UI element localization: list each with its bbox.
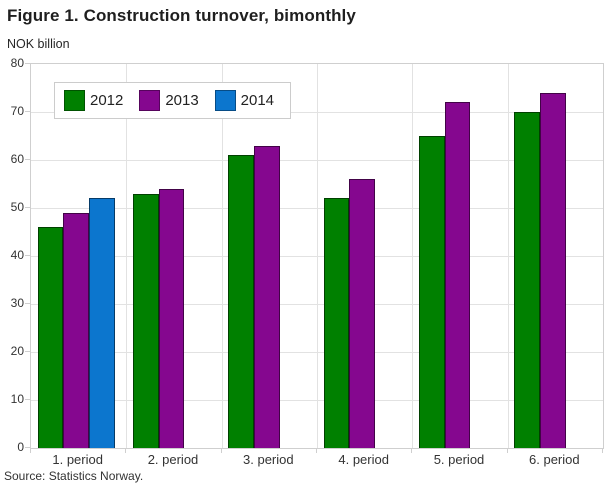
bars-layer [31,64,603,448]
x-tick-label-2: 2. period [147,452,199,467]
y-tick-mark-0 [25,447,31,448]
bar-2014-period-1 [89,198,115,448]
x-tick-mark-1 [125,448,127,453]
legend-label-2014: 2014 [240,92,275,109]
legend: 2012 2013 2014 [54,82,291,119]
y-tick-mark-30 [25,303,31,304]
gridline-x-4 [412,64,414,448]
y-axis-unit-label: NOK billion [7,37,70,51]
x-tick-label-4: 4. period [338,452,389,467]
y-tick-mark-20 [25,351,31,352]
legend-item-2012[interactable]: 2012 [64,90,139,111]
x-tick-label-6: 6. period [529,452,580,467]
bar-2012-period-4 [323,198,350,448]
bar-2012-period-5 [419,136,445,448]
y-tick-mark-60 [25,159,31,160]
gridline-x-3 [317,64,318,448]
y-tick-label-10: 10 [10,392,24,406]
legend-swatch-2012 [64,90,85,111]
legend-swatch-2013 [139,90,161,111]
bar-2012-period-2 [133,193,159,448]
x-tick-mark-3 [316,448,317,453]
y-tick-label-0: 0 [17,440,24,454]
x-tick-mark-4 [411,448,413,453]
bar-2013-period-3 [254,145,280,448]
y-tick-mark-50 [25,207,31,208]
plot-area [30,63,604,449]
y-tick-label-80: 80 [10,56,24,70]
y-tick-label-70: 70 [10,104,24,118]
x-tick-mark-5 [506,448,508,453]
y-tick-label-40: 40 [10,248,24,262]
y-tick-label-60: 60 [10,152,24,166]
x-tick-mark-6 [602,448,603,453]
y-tick-label-20: 20 [10,344,24,358]
y-tick-mark-10 [25,399,31,400]
bar-2012-period-6 [514,112,540,448]
gridline-x-1 [126,64,128,448]
bar-2013-period-4 [349,179,375,448]
x-tick-label-1: 1. period [52,452,103,467]
legend-item-2013[interactable]: 2013 [139,90,214,111]
bar-2013-period-1 [63,212,89,448]
y-tick-label-30: 30 [10,296,24,310]
legend-item-2014[interactable]: 2014 [214,90,290,111]
x-tick-label-5: 5. period [433,452,485,467]
gridline-x-2 [221,64,223,448]
x-tick-label-3: 3. period [243,452,294,467]
bar-2013-period-2 [158,188,185,448]
bar-2012-period-1 [37,227,64,448]
bar-2013-period-6 [540,92,566,448]
chart-title: Figure 1. Construction turnover, bimonth… [7,6,356,25]
x-tick-mark-2 [220,448,222,453]
bar-2012-period-3 [228,155,254,448]
legend-label-2012: 2012 [90,92,124,109]
legend-swatch-2014 [214,90,236,111]
x-tick-mark-0 [30,448,31,453]
bar-2013-period-5 [444,102,471,448]
y-tick-label-50: 50 [10,200,24,214]
y-tick-mark-80 [25,63,31,64]
legend-label-2013: 2013 [165,92,199,109]
y-tick-mark-70 [25,111,31,112]
gridline-x-5 [507,64,509,448]
y-tick-mark-40 [25,255,31,256]
source-note: Source: Statistics Norway. [4,469,144,483]
